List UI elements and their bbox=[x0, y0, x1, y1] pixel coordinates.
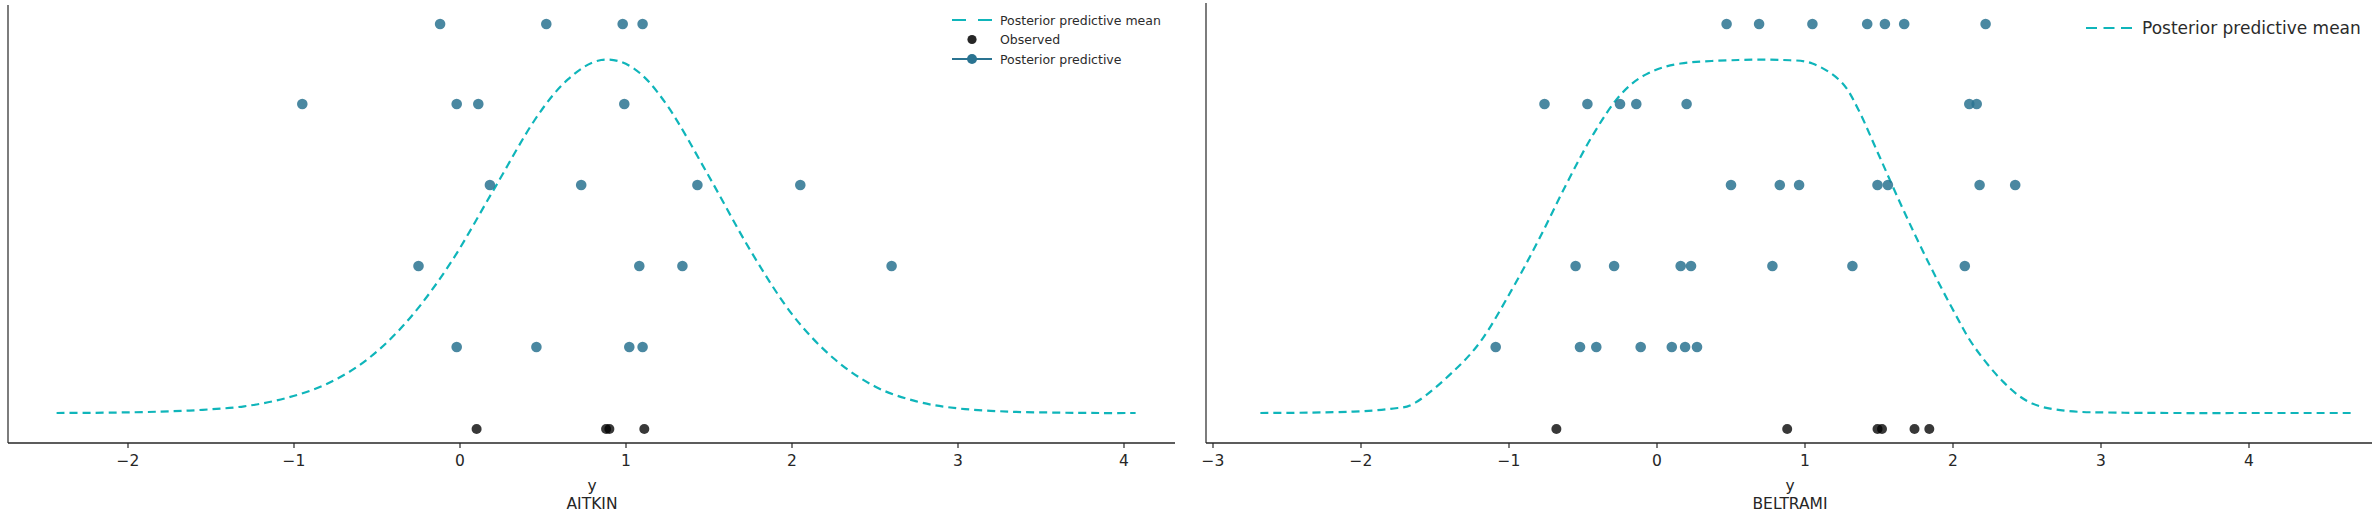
posterior-predictive-dot bbox=[1582, 99, 1593, 110]
posterior-predictive-dot bbox=[1980, 19, 1991, 30]
posterior-predictive-dot bbox=[473, 99, 484, 110]
posterior-predictive-dot bbox=[795, 180, 806, 191]
x-tick-label: 3 bbox=[953, 452, 963, 470]
posterior-predictive-dot bbox=[1971, 99, 1982, 110]
posterior-predictive-dot bbox=[1667, 342, 1678, 353]
posterior-predictive-dot bbox=[531, 342, 542, 353]
plot-aitkin: −2 −1 0 1 2 3 4 yAITKIN Posterior predictive mea… bbox=[8, 5, 1175, 513]
posterior-predictive-dot bbox=[1631, 99, 1642, 110]
posterior-predictive-dot bbox=[1807, 19, 1818, 30]
posterior-predictive-dot bbox=[1575, 342, 1586, 353]
legend-label: Posterior predictive mean bbox=[1000, 13, 1161, 28]
posterior-predictive-dot bbox=[451, 342, 462, 353]
posterior-predictive-dot bbox=[1872, 180, 1883, 191]
x-tick-label: 4 bbox=[1119, 452, 1129, 470]
posterior-predictive-dot bbox=[1794, 180, 1805, 191]
posterior-predictive-dot bbox=[1974, 180, 1985, 191]
posterior-predictive-dot bbox=[576, 180, 587, 191]
legend-label: Posterior predictive mean bbox=[2142, 18, 2361, 38]
posterior-predictive-dot bbox=[413, 261, 424, 272]
posterior-predictive-dot bbox=[1899, 19, 1910, 30]
posterior-predictive-dot bbox=[619, 99, 630, 110]
posterior-predictive-dot bbox=[541, 19, 552, 30]
group-label: AITKIN bbox=[567, 495, 618, 513]
group-label: BELTRAMI bbox=[1752, 495, 1827, 513]
x-tick-label: 1 bbox=[1800, 452, 1810, 470]
posterior-predictive-dot bbox=[1775, 180, 1786, 191]
x-tick-label: −2 bbox=[117, 452, 140, 470]
observed-dot bbox=[604, 424, 614, 434]
posterior-predictive-dot bbox=[1680, 342, 1691, 353]
legend: Posterior predictive mean Observed Posteri… bbox=[952, 13, 1161, 67]
x-tick-label: 4 bbox=[2244, 452, 2254, 470]
observed-dot bbox=[1910, 424, 1920, 434]
posterior-predictive-dot bbox=[1490, 342, 1501, 353]
posterior-predictive-dot bbox=[692, 180, 703, 191]
ppc-svg-canvas: −2−101234yAITKINPosterior predictive mea… bbox=[0, 0, 2380, 517]
posterior-predictive-dot bbox=[637, 342, 648, 353]
posterior-predictive-dot bbox=[624, 342, 635, 353]
plot-beltrami: −3 −2 −1 0 1 2 3 4 yBELTRAMI Posterior predictive… bbox=[1202, 3, 2372, 513]
ppc-figure: −2−101234yAITKINPosterior predictive mea… bbox=[0, 0, 2380, 517]
legend-observed-dot-icon bbox=[967, 35, 976, 44]
posterior-predictive-dot bbox=[1960, 261, 1971, 272]
posterior-predictive-dot bbox=[886, 261, 897, 272]
posterior-predictive-dot bbox=[1635, 342, 1646, 353]
posterior-predictive-dot bbox=[485, 180, 496, 191]
x-tick-label: 0 bbox=[1652, 452, 1662, 470]
posterior-predictive-dot bbox=[1681, 99, 1692, 110]
x-tick-label: −1 bbox=[283, 452, 306, 470]
observed-dot bbox=[1924, 424, 1934, 434]
legend-line-dot-icon bbox=[967, 54, 977, 64]
observed-dot bbox=[639, 424, 649, 434]
posterior-predictive-dot bbox=[637, 19, 648, 30]
posterior-predictive-dot bbox=[1726, 180, 1737, 191]
x-tick-label: 2 bbox=[1948, 452, 1958, 470]
posterior-predictive-dot bbox=[1615, 99, 1626, 110]
posterior-predictive-dot bbox=[1675, 261, 1686, 272]
observed-dot bbox=[1877, 424, 1887, 434]
posterior-predictive-dot bbox=[1847, 261, 1858, 272]
x-axis-label: y bbox=[587, 477, 596, 495]
posterior-predictive-dot bbox=[1721, 19, 1732, 30]
x-tick-label: 3 bbox=[2096, 452, 2106, 470]
posterior-predictive-dot bbox=[1883, 180, 1894, 191]
posterior-predictive-dot bbox=[634, 261, 645, 272]
posterior-predictive-dot bbox=[297, 99, 308, 110]
posterior-predictive-dot bbox=[1862, 19, 1873, 30]
posterior-predictive-dot bbox=[617, 19, 628, 30]
posterior-predictive-mean-curve bbox=[1260, 60, 2351, 413]
x-tick-label: −3 bbox=[1202, 452, 1225, 470]
posterior-predictive-dot bbox=[1767, 261, 1778, 272]
x-tick-label: −1 bbox=[1498, 452, 1521, 470]
posterior-predictive-dot bbox=[1539, 99, 1550, 110]
posterior-predictive-dot bbox=[451, 99, 462, 110]
observed-dot bbox=[1782, 424, 1792, 434]
posterior-predictive-dot bbox=[1692, 342, 1703, 353]
x-tick-label: 1 bbox=[621, 452, 631, 470]
observed-dot bbox=[472, 424, 482, 434]
x-tick-label: 2 bbox=[787, 452, 797, 470]
posterior-predictive-dot bbox=[1754, 19, 1765, 30]
x-tick-label: 0 bbox=[455, 452, 465, 470]
posterior-predictive-dot bbox=[1570, 261, 1581, 272]
legend: Posterior predictive mean bbox=[2086, 18, 2361, 38]
x-axis-label: y bbox=[1785, 477, 1794, 495]
posterior-predictive-dot bbox=[677, 261, 688, 272]
legend-label: Posterior predictive bbox=[1000, 52, 1122, 67]
posterior-predictive-dot bbox=[1591, 342, 1602, 353]
observed-dot bbox=[1551, 424, 1561, 434]
posterior-predictive-mean-curve bbox=[57, 59, 1136, 413]
x-tick-label: −2 bbox=[1350, 452, 1373, 470]
posterior-predictive-dot bbox=[1880, 19, 1891, 30]
posterior-predictive-dot bbox=[2010, 180, 2021, 191]
legend-label: Observed bbox=[1000, 32, 1060, 47]
posterior-predictive-dot bbox=[435, 19, 446, 30]
posterior-predictive-dot bbox=[1686, 261, 1697, 272]
posterior-predictive-dot bbox=[1609, 261, 1620, 272]
